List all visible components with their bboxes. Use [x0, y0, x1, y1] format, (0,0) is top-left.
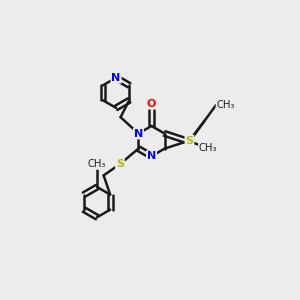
Text: N: N	[147, 151, 156, 161]
Text: CH₃: CH₃	[88, 159, 106, 169]
Text: CH₃: CH₃	[199, 142, 217, 153]
Text: CH₃: CH₃	[216, 100, 235, 110]
Text: N: N	[112, 73, 121, 83]
Text: O: O	[147, 99, 156, 109]
Text: S: S	[185, 136, 194, 146]
Text: N: N	[134, 128, 143, 139]
Text: S: S	[116, 159, 124, 169]
